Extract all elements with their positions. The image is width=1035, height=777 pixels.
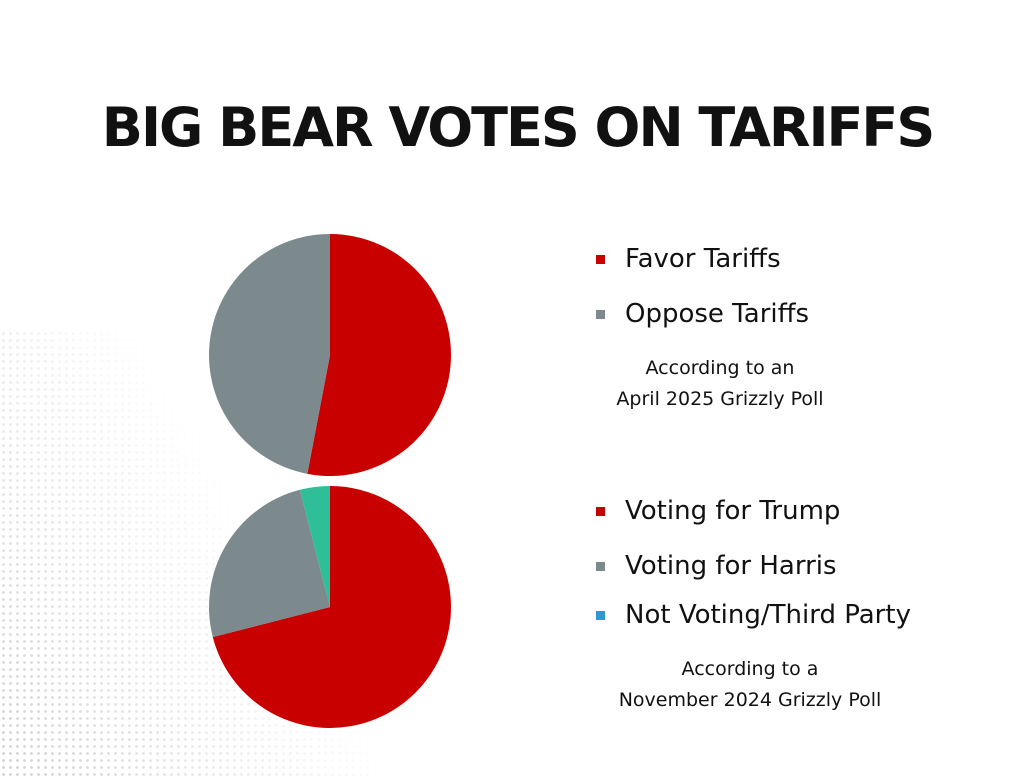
legend-label: Voting for Trump bbox=[625, 496, 841, 526]
legend-swatch bbox=[596, 561, 605, 571]
legend-item: Voting for Harris bbox=[596, 549, 911, 583]
note-line: April 2025 Grizzly Poll bbox=[616, 388, 824, 410]
legend-label: Voting for Harris bbox=[625, 551, 837, 581]
tariff-pie-chart bbox=[209, 234, 452, 476]
legend-swatch bbox=[596, 610, 605, 620]
pie-slice-favor-tariffs bbox=[307, 234, 452, 476]
note-line: According to a bbox=[681, 658, 819, 680]
legend-label: Favor Tariffs bbox=[625, 244, 781, 274]
vote-pie-chart bbox=[209, 486, 451, 728]
legend-item: Not Voting/Third Party bbox=[596, 598, 911, 632]
note-line: According to an bbox=[645, 357, 795, 379]
page-title: BIG BEAR VOTES ON TARIFFS bbox=[101, 96, 935, 159]
pie-slice-not-voting-third-party bbox=[299, 486, 330, 607]
pie-slice-voting-for-trump bbox=[212, 486, 451, 728]
tariff-poll-note: According to an April 2025 Grizzly Poll bbox=[600, 353, 840, 415]
legend-label: Oppose Tariffs bbox=[625, 299, 810, 329]
legend-swatch bbox=[596, 254, 605, 264]
vote-poll-note: According to a November 2024 Grizzly Pol… bbox=[600, 654, 900, 716]
legend-swatch bbox=[596, 506, 605, 516]
legend-item: Voting for Trump bbox=[596, 494, 911, 528]
legend-item: Favor Tariffs bbox=[596, 242, 809, 276]
tariff-legend: Favor Tariffs Oppose Tariffs bbox=[596, 242, 809, 331]
legend-item: Oppose Tariffs bbox=[596, 297, 809, 331]
legend-swatch bbox=[596, 309, 605, 319]
legend-label: Not Voting/Third Party bbox=[625, 600, 911, 630]
pie-slice-voting-for-harris bbox=[209, 489, 330, 638]
vote-legend: Voting for Trump Voting for Harris Not V… bbox=[596, 494, 911, 632]
note-line: November 2024 Grizzly Poll bbox=[618, 689, 882, 711]
pie-slice-oppose-tariffs bbox=[209, 234, 330, 474]
